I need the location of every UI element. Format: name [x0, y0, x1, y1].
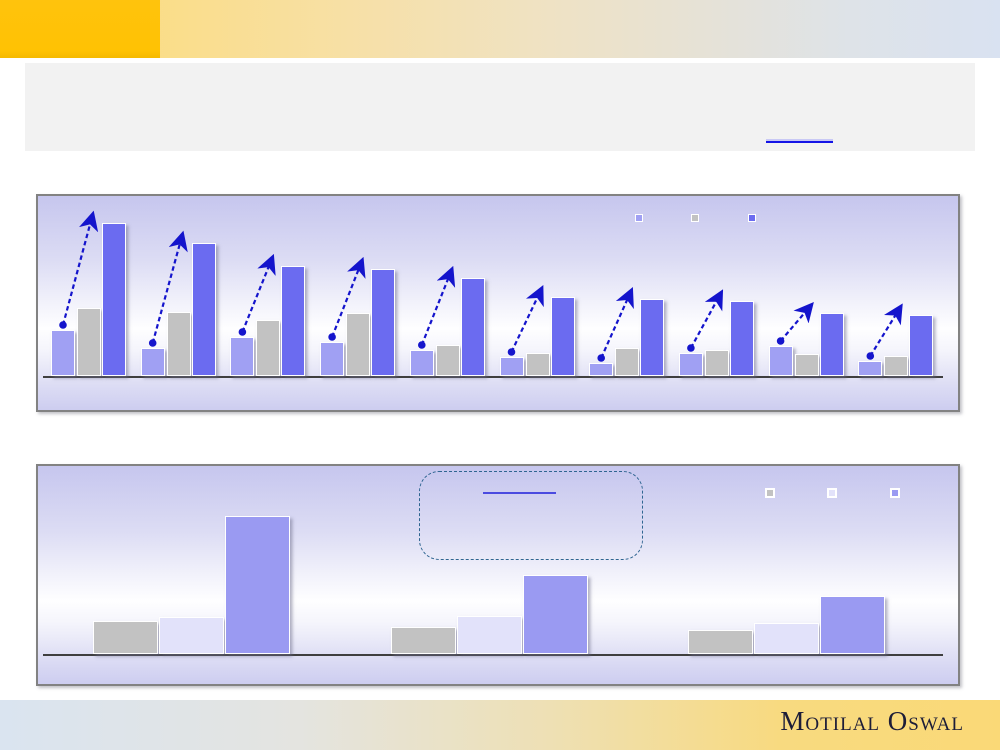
chart2-panel — [36, 464, 960, 686]
chart2-legend-swatch-silver-gray — [765, 488, 775, 498]
chart1-bar-light-periwinkle-1 — [51, 330, 75, 376]
chart1-bar-blue-purple-9 — [819, 313, 844, 376]
chart1-bar-silver-gray-9 — [794, 354, 819, 376]
chart2-bar-silver-gray-2 — [390, 627, 456, 654]
chart2-bar-medium-purple-1 — [225, 516, 290, 654]
chart1-bar-silver-gray-5 — [435, 345, 460, 376]
chart1-bar-light-periwinkle-2 — [140, 348, 165, 376]
chart1-legend-swatch-silver-gray — [691, 214, 699, 222]
chart1-bar-light-periwinkle-9 — [768, 346, 793, 376]
chart1-bar-light-periwinkle-8 — [678, 353, 703, 376]
chart2-bar-pale-lavender-2 — [456, 616, 522, 654]
chart1-legend-swatch-blue-purple — [748, 214, 756, 222]
chart1-x-axis — [43, 376, 943, 378]
chart1-bar-light-periwinkle-3 — [230, 337, 255, 376]
chart1-bar-blue-purple-2 — [191, 243, 216, 376]
chart2-bar-silver-gray-1 — [93, 621, 158, 654]
chart1-bar-blue-purple-6 — [550, 297, 575, 376]
chart1-bar-light-periwinkle-10 — [858, 361, 883, 376]
chart1-bar-silver-gray-1 — [77, 308, 101, 376]
chart1-bar-silver-gray-4 — [346, 313, 371, 376]
company-logo: Motilal Oswal — [780, 706, 964, 736]
callout-box — [419, 471, 643, 560]
chart2-legend-swatch-medium-purple — [890, 488, 900, 498]
chart1-bar-silver-gray-7 — [615, 348, 640, 376]
chart2-bar-medium-purple-3 — [820, 596, 885, 654]
chart2-legend-swatch-pale-lavender — [827, 488, 837, 498]
chart1-bar-light-periwinkle-7 — [589, 363, 614, 376]
chart1-bar-silver-gray-8 — [704, 350, 729, 376]
chart1-bar-silver-gray-6 — [525, 353, 550, 376]
chart2-bar-pale-lavender-1 — [159, 617, 224, 654]
chart1-plot — [38, 196, 958, 410]
title-link-underline[interactable] — [766, 141, 833, 143]
chart1-bar-blue-purple-3 — [281, 266, 306, 376]
footer-bar — [0, 700, 1000, 750]
chart2-bar-pale-lavender-3 — [754, 623, 819, 654]
chart2-plot — [38, 466, 958, 684]
chart1-panel — [36, 194, 960, 412]
chart2-x-axis — [43, 654, 943, 656]
chart2-bar-medium-purple-2 — [522, 575, 588, 654]
chart1-bar-blue-purple-10 — [909, 315, 934, 376]
chart1-bar-silver-gray-2 — [166, 312, 191, 376]
title-placeholder — [25, 63, 975, 151]
chart1-bar-light-periwinkle-4 — [320, 342, 345, 376]
chart1-bar-blue-purple-5 — [460, 278, 485, 376]
chart1-bar-blue-purple-7 — [640, 299, 665, 376]
chart1-bar-light-periwinkle-6 — [499, 357, 524, 376]
chart1-legend-swatch-light-periwinkle — [635, 214, 643, 222]
chart2-bar-silver-gray-3 — [688, 630, 753, 654]
chart1-bar-blue-purple-4 — [371, 269, 396, 376]
chart1-bar-silver-gray-3 — [256, 320, 281, 376]
header-gold-block — [0, 0, 160, 58]
callout-link-underline[interactable] — [483, 492, 556, 494]
chart1-bar-silver-gray-10 — [884, 356, 909, 376]
chart1-bar-blue-purple-8 — [729, 301, 754, 376]
chart1-bar-blue-purple-1 — [102, 223, 126, 376]
header-banner — [0, 0, 1000, 58]
chart1-bar-light-periwinkle-5 — [409, 350, 434, 376]
